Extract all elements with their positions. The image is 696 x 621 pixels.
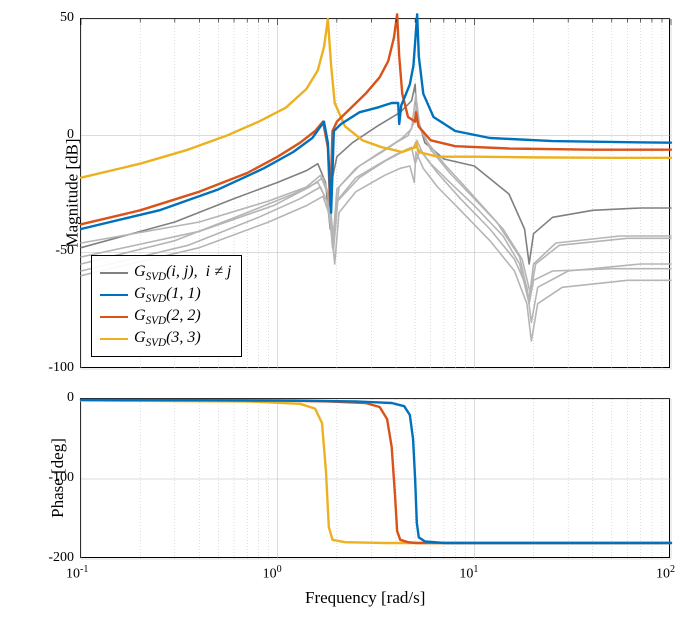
ytick-label: 0 xyxy=(67,127,74,143)
frequency-xlabel: Frequency [rad/s] xyxy=(305,588,425,608)
ytick-label: -100 xyxy=(48,360,74,376)
magnitude-ylabel: Magnitude [dB] xyxy=(63,138,83,247)
legend-row: GSVD(i, j), i ≠ j xyxy=(100,262,231,284)
legend-label: GSVD(1, 1) xyxy=(134,285,201,305)
phase-plot xyxy=(81,399,671,559)
legend-row: GSVD(2, 2) xyxy=(100,306,231,328)
legend-label: GSVD(3, 3) xyxy=(134,329,201,349)
ytick-label: 0 xyxy=(67,390,74,406)
legend: GSVD(i, j), i ≠ jGSVD(1, 1)GSVD(2, 2)GSV… xyxy=(91,255,242,357)
legend-label: GSVD(2, 2) xyxy=(134,307,201,327)
legend-swatch xyxy=(100,316,128,318)
legend-swatch xyxy=(100,294,128,296)
legend-swatch xyxy=(100,272,128,274)
xtick-label: 10-1 xyxy=(66,564,88,583)
ytick-label: 50 xyxy=(60,10,74,26)
ytick-label: -50 xyxy=(55,243,74,259)
xtick-label: 102 xyxy=(656,564,675,583)
xtick-label: 101 xyxy=(459,564,478,583)
legend-label: GSVD(i, j), i ≠ j xyxy=(134,263,231,283)
phase-panel xyxy=(80,398,670,558)
legend-row: GSVD(3, 3) xyxy=(100,328,231,350)
xtick-label: 100 xyxy=(263,564,282,583)
legend-row: GSVD(1, 1) xyxy=(100,284,231,306)
magnitude-panel: GSVD(i, j), i ≠ jGSVD(1, 1)GSVD(2, 2)GSV… xyxy=(80,18,670,368)
bode-figure: GSVD(i, j), i ≠ jGSVD(1, 1)GSVD(2, 2)GSV… xyxy=(0,0,696,621)
ytick-label: -100 xyxy=(48,470,74,486)
legend-swatch xyxy=(100,338,128,340)
